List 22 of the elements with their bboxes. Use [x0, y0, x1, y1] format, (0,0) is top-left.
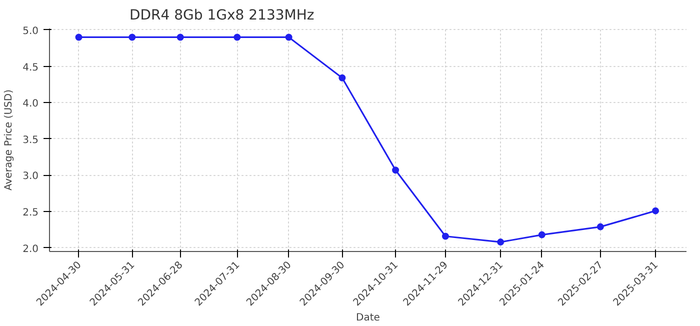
y-axis-title: Average Price (USD) — [4, 89, 15, 190]
x-axis-title: Date — [356, 312, 380, 324]
point — [338, 74, 346, 82]
point — [176, 34, 184, 41]
y-tick-label: 3.0 — [22, 171, 39, 182]
point — [75, 34, 82, 41]
y-tick-label: 4.5 — [22, 62, 39, 74]
point — [538, 231, 546, 238]
point — [596, 223, 604, 230]
point — [652, 207, 660, 214]
y-tick-label: 2.5 — [22, 208, 39, 219]
y-tick-label: 5.0 — [22, 26, 39, 37]
point — [128, 34, 136, 41]
y-tick-label: 4.0 — [22, 98, 39, 110]
point — [285, 34, 292, 41]
point — [497, 238, 504, 246]
point — [392, 166, 400, 174]
point — [442, 232, 449, 240]
y-tick-label: 2.0 — [22, 244, 39, 255]
chart-title: DDR4 8Gb 1Gx8 2133MHz — [130, 8, 314, 24]
y-tick-label: 3.5 — [22, 134, 39, 146]
point — [234, 34, 241, 41]
